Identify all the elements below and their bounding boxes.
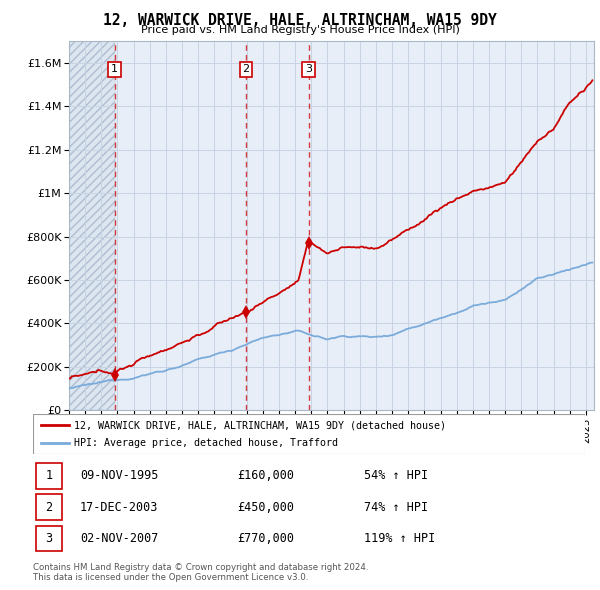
Text: 3: 3 <box>46 532 53 545</box>
Text: 2: 2 <box>46 500 53 514</box>
Bar <box>69 41 115 410</box>
Text: 17-DEC-2003: 17-DEC-2003 <box>80 500 158 514</box>
Text: 12, WARWICK DRIVE, HALE, ALTRINCHAM, WA15 9DY: 12, WARWICK DRIVE, HALE, ALTRINCHAM, WA1… <box>103 13 497 28</box>
Text: HPI: Average price, detached house, Trafford: HPI: Average price, detached house, Traf… <box>74 438 338 448</box>
FancyBboxPatch shape <box>36 494 62 520</box>
Bar <box>69 41 115 410</box>
Text: 54% ↑ HPI: 54% ↑ HPI <box>364 470 428 483</box>
Text: 74% ↑ HPI: 74% ↑ HPI <box>364 500 428 514</box>
Text: £770,000: £770,000 <box>237 532 294 545</box>
Text: 1: 1 <box>46 470 53 483</box>
FancyBboxPatch shape <box>36 463 62 489</box>
Text: Contains HM Land Registry data © Crown copyright and database right 2024.: Contains HM Land Registry data © Crown c… <box>33 563 368 572</box>
Text: This data is licensed under the Open Government Licence v3.0.: This data is licensed under the Open Gov… <box>33 573 308 582</box>
Text: Price paid vs. HM Land Registry's House Price Index (HPI): Price paid vs. HM Land Registry's House … <box>140 25 460 35</box>
Text: £450,000: £450,000 <box>237 500 294 514</box>
Text: 1: 1 <box>111 64 118 74</box>
FancyBboxPatch shape <box>36 526 62 551</box>
Text: 119% ↑ HPI: 119% ↑ HPI <box>364 532 436 545</box>
Text: 2: 2 <box>242 64 250 74</box>
Text: 02-NOV-2007: 02-NOV-2007 <box>80 532 158 545</box>
FancyBboxPatch shape <box>33 414 585 454</box>
Text: 12, WARWICK DRIVE, HALE, ALTRINCHAM, WA15 9DY (detached house): 12, WARWICK DRIVE, HALE, ALTRINCHAM, WA1… <box>74 420 446 430</box>
Text: £160,000: £160,000 <box>237 470 294 483</box>
Text: 3: 3 <box>305 64 312 74</box>
Text: 09-NOV-1995: 09-NOV-1995 <box>80 470 158 483</box>
